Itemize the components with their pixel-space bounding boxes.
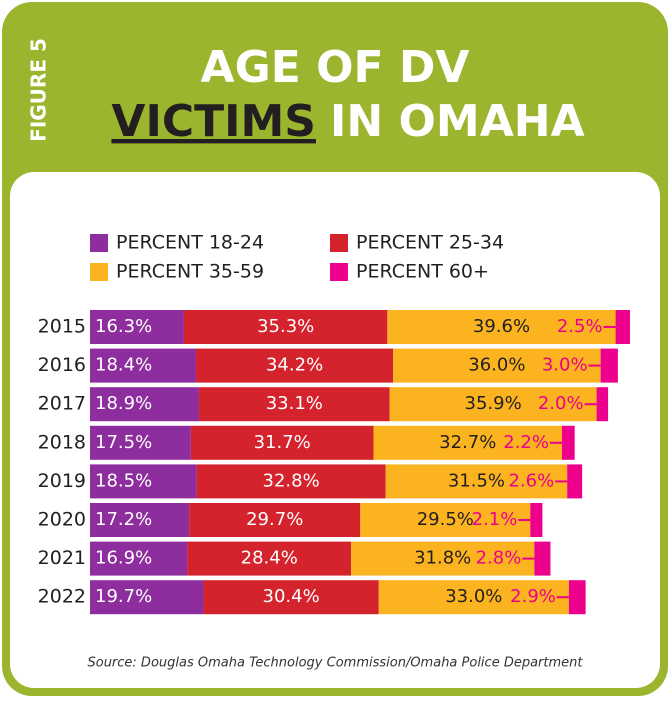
bar-segment xyxy=(90,503,190,537)
bar-segment xyxy=(615,310,630,344)
y-tick-label: 2015 xyxy=(38,316,86,338)
legend-swatch xyxy=(90,234,108,252)
bar-segment xyxy=(360,503,531,537)
bar-segment xyxy=(189,503,361,537)
bar-segment xyxy=(389,387,597,422)
y-tick-label: 2016 xyxy=(38,354,86,376)
bar-segment xyxy=(183,310,388,344)
y-tick-label: 2018 xyxy=(38,431,86,453)
bar-segment xyxy=(198,387,390,422)
bar-segment xyxy=(90,580,204,615)
bar-segment xyxy=(190,425,374,460)
bar-segment xyxy=(393,348,601,383)
legend-label: PERCENT 35-59 xyxy=(116,261,264,283)
bar-segment xyxy=(203,580,379,615)
data-label: 18.9% xyxy=(95,393,152,414)
y-tick-label: 2020 xyxy=(38,509,86,531)
bar-segment xyxy=(90,464,197,499)
data-label: 16.9% xyxy=(95,548,152,569)
bar-segment xyxy=(90,387,199,422)
legend-label: PERCENT 60+ xyxy=(356,261,489,283)
y-tick-label: 2019 xyxy=(38,470,86,492)
bar-segment xyxy=(90,348,197,383)
data-label: 35.9% xyxy=(465,393,522,414)
legend-label: PERCENT 18-24 xyxy=(116,232,264,254)
data-label: 35.3% xyxy=(257,316,314,337)
bar-segment xyxy=(196,348,394,383)
data-label: 16.3% xyxy=(95,316,152,337)
bar-segment xyxy=(387,310,616,344)
data-label: 34.2% xyxy=(266,355,323,376)
bar-segment xyxy=(90,541,188,576)
legend-swatch xyxy=(330,234,348,252)
data-label: 2.0% xyxy=(538,393,584,414)
data-label: 29.5% xyxy=(417,509,474,530)
chart-title: VICTIMS xyxy=(111,96,316,147)
y-tick-label: 2021 xyxy=(38,547,86,569)
bar-segment xyxy=(600,348,618,383)
legend-swatch xyxy=(90,263,108,281)
data-label: 2.9% xyxy=(510,586,556,607)
data-label: 17.2% xyxy=(95,509,152,530)
data-label: 28.4% xyxy=(241,548,298,569)
bar-segment xyxy=(568,580,586,615)
legend-label: PERCENT 25-34 xyxy=(356,232,504,254)
data-label: 32.8% xyxy=(263,470,320,491)
data-label: 18.4% xyxy=(95,355,152,376)
data-label: 36.0% xyxy=(468,355,525,376)
data-label: 2.8% xyxy=(476,548,522,569)
data-label: 29.7% xyxy=(246,509,303,530)
bar-segment xyxy=(530,503,543,537)
bar-segment xyxy=(561,425,575,460)
data-label: 30.4% xyxy=(263,586,320,607)
bar-segment xyxy=(373,425,562,460)
bar-segment xyxy=(378,580,569,615)
data-label: 33.1% xyxy=(266,393,323,414)
data-label: 33.0% xyxy=(445,586,502,607)
bar-segment xyxy=(351,541,535,576)
y-tick-label: 2017 xyxy=(38,393,86,415)
bar-segment xyxy=(385,464,568,499)
bar-segment xyxy=(534,541,551,576)
data-label: 31.5% xyxy=(448,470,505,491)
figure-label: FIGURE 5 xyxy=(27,38,51,142)
data-label: 2.6% xyxy=(508,470,554,491)
bar-segment xyxy=(196,464,386,499)
bar-segment xyxy=(187,541,352,576)
source: Source: Douglas Omaha Technology Commiss… xyxy=(87,656,583,671)
bar-segment xyxy=(90,425,191,460)
data-label: 32.7% xyxy=(439,432,496,453)
y-tick-label: 2022 xyxy=(38,586,86,608)
data-label: 39.6% xyxy=(473,316,530,337)
chart-title: IN OMAHA xyxy=(330,96,585,147)
data-label: 2.1% xyxy=(472,509,518,530)
legend-swatch xyxy=(330,263,348,281)
data-label: 2.2% xyxy=(503,432,549,453)
data-label: 3.0% xyxy=(542,355,588,376)
data-label: 2.5% xyxy=(557,316,603,337)
data-label: 18.5% xyxy=(95,470,152,491)
data-label: 31.7% xyxy=(254,432,311,453)
chart-title: AGE OF DV xyxy=(201,42,470,93)
bar-segment xyxy=(596,387,609,422)
data-label: 17.5% xyxy=(95,432,152,453)
bar-segment xyxy=(90,310,184,344)
bar-segment xyxy=(567,464,583,499)
data-label: 31.8% xyxy=(414,548,471,569)
data-label: 19.7% xyxy=(95,586,152,607)
